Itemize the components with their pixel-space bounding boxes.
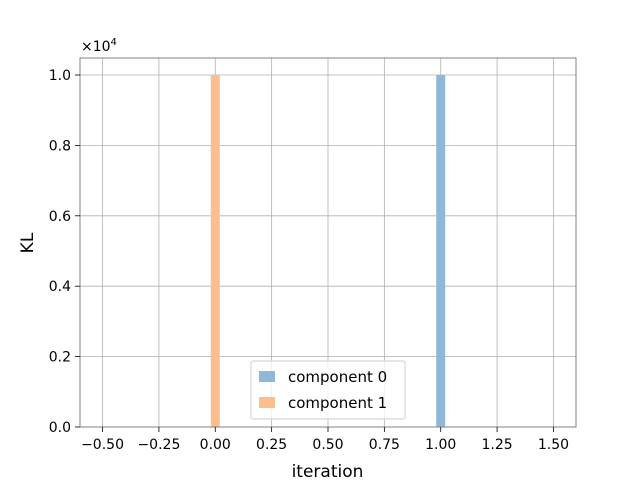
x-axis-label: iteration xyxy=(292,462,364,480)
x-tick-label: 0.25 xyxy=(256,437,287,453)
x-tick-label: −0.25 xyxy=(137,437,180,453)
legend-swatch xyxy=(259,397,275,408)
y-tick-label: 0.4 xyxy=(49,279,71,295)
y-multiplier-exponent: 4 xyxy=(111,37,117,48)
bar-series-1 xyxy=(210,75,220,427)
ticks: −0.50 −0.25 0.00 0.25 0.50 0.75 1.00 1.25 1.50 0.… xyxy=(49,68,569,453)
y-multiplier-label: ×104 xyxy=(81,37,117,55)
x-tick-label: 1.50 xyxy=(538,437,569,453)
y-tick-label: 0.8 xyxy=(49,138,71,154)
y-tick-label: 0.6 xyxy=(49,209,71,225)
legend: component 0 component 1 xyxy=(250,360,406,420)
legend-label: component 1 xyxy=(288,394,387,412)
x-tick-label: 1.00 xyxy=(425,437,456,453)
legend-label: component 0 xyxy=(288,368,387,386)
bar-series-0 xyxy=(436,75,446,427)
x-tick-label: 1.25 xyxy=(482,437,513,453)
x-tick-label: 0.50 xyxy=(312,437,343,453)
x-tick-label: 0.75 xyxy=(369,437,400,453)
legend-box xyxy=(250,360,406,420)
grid xyxy=(80,58,576,428)
bars xyxy=(210,75,446,427)
y-tick-label: 1.0 xyxy=(49,68,71,84)
y-tick-label: 0.2 xyxy=(49,350,71,366)
y-tick-label: 0.0 xyxy=(49,420,71,436)
x-tick-label: 0.00 xyxy=(200,437,231,453)
x-tick-label: −0.50 xyxy=(81,437,124,453)
y-axis-label: KL xyxy=(18,232,38,253)
legend-swatch xyxy=(259,371,275,382)
